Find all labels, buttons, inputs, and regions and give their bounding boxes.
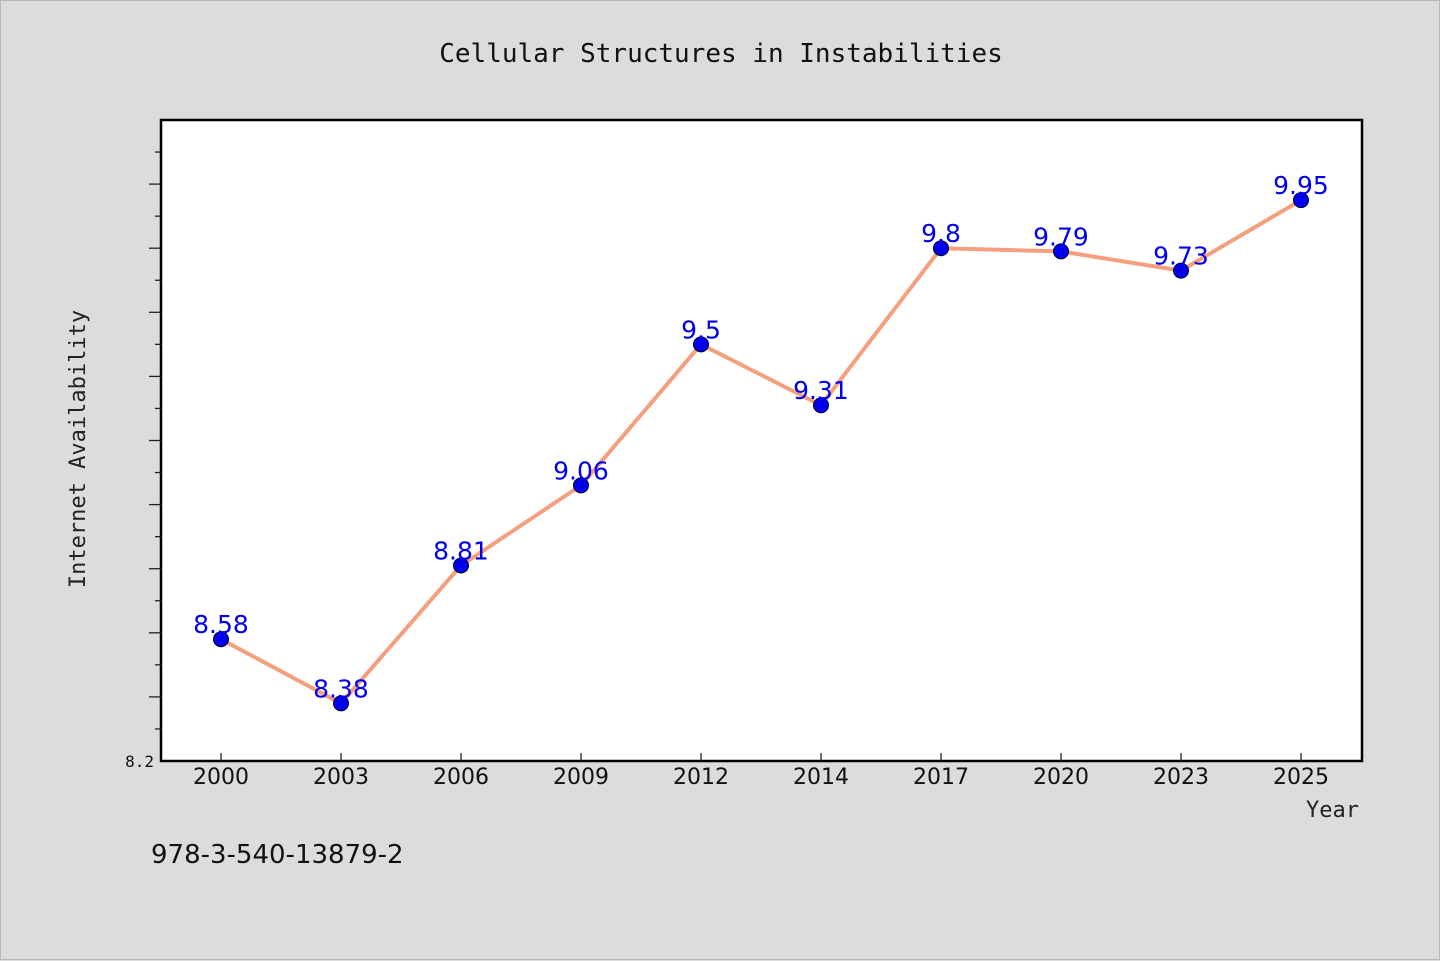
y-axis-label: Internet Availability [66, 310, 91, 588]
x-tick-label: 2020 [1033, 765, 1089, 790]
data-point [813, 397, 829, 414]
data-point [453, 557, 469, 574]
series-markers [213, 192, 1309, 712]
data-label: 8.81 [433, 536, 489, 565]
data-label: 8.58 [193, 610, 249, 639]
x-tick-label: 2017 [913, 765, 969, 790]
x-tick-label: 2025 [1273, 765, 1329, 790]
x-tick-label: 2003 [313, 765, 369, 790]
data-label: 9.8 [921, 219, 961, 248]
y-axis-ticks [149, 151, 161, 730]
isbn-text: 978-3-540-13879-2 [151, 840, 404, 870]
data-label: 9.95 [1273, 171, 1329, 200]
data-point [213, 631, 229, 648]
data-point [693, 336, 709, 353]
data-point [333, 695, 349, 712]
x-axis-ticks: 2000 2003 2006 2009 2012 2014 2017 2020 2023 2025 [193, 753, 1329, 790]
x-axis-label: Year [1306, 798, 1359, 823]
data-point [573, 477, 589, 494]
data-label: 9.73 [1153, 242, 1209, 271]
x-tick-label: 2012 [673, 765, 729, 790]
x-tick-label: 2009 [553, 765, 609, 790]
data-point [1053, 243, 1069, 260]
data-point [1173, 262, 1189, 279]
data-label: 9.5 [681, 315, 721, 344]
data-label: 9.06 [553, 456, 609, 485]
data-point [1293, 192, 1309, 209]
data-label: 9.31 [793, 376, 849, 405]
x-tick-label: 2000 [193, 765, 249, 790]
plot-area [159, 118, 1364, 763]
x-tick-label: 2023 [1153, 765, 1209, 790]
x-tick-label: 2014 [793, 765, 849, 790]
x-tick-label: 2006 [433, 765, 489, 790]
data-label: 8.38 [313, 674, 369, 703]
chart-title: Cellular Structures in Instabilities [439, 39, 1003, 69]
series-line [219, 198, 1303, 706]
series-polyline [219, 198, 1303, 706]
data-label: 9.79 [1033, 222, 1089, 251]
data-point [933, 240, 949, 257]
data-labels: 8.58 8.38 8.81 9.06 9.5 9.31 9.8 9.79 9.73 9.95 [193, 171, 1329, 703]
y-tick-label: 8.2 [125, 752, 154, 771]
